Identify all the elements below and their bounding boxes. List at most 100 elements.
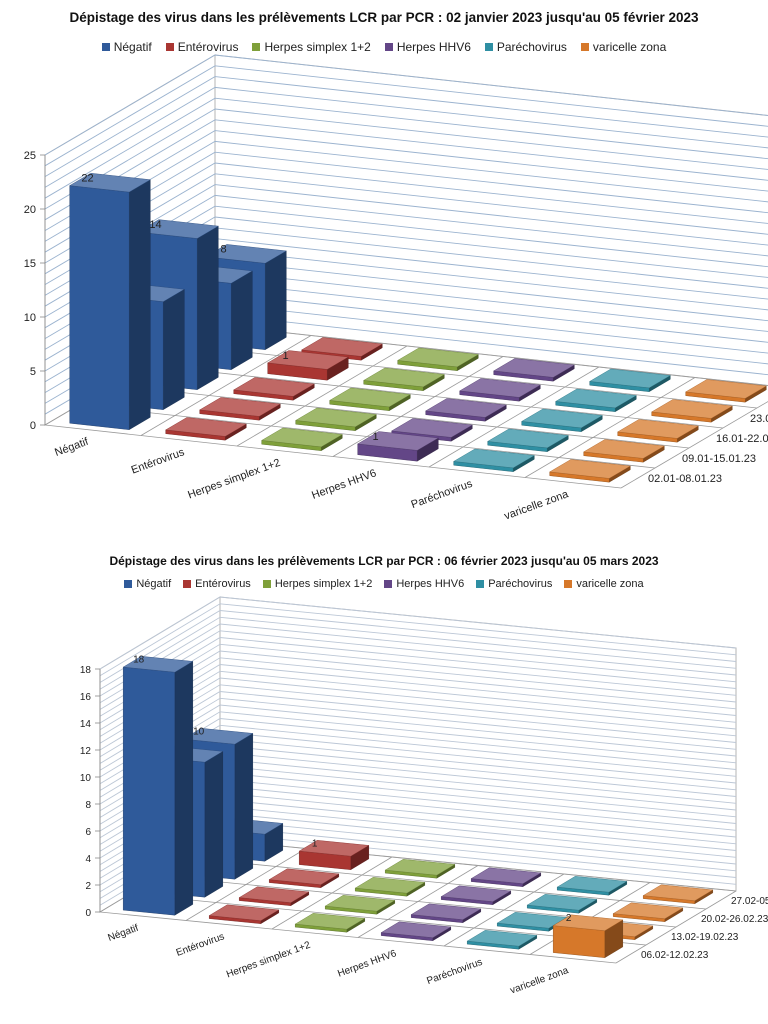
bar-varicelle-zona-2	[583, 439, 665, 463]
bar-top	[466, 930, 538, 947]
legend-item-herpes-simplex-1-2: Herpes simplex 1+2	[252, 40, 371, 54]
bar-top	[261, 427, 343, 448]
category-label: Entérovirus	[175, 931, 226, 959]
chart-1-title: Dépistage des virus dans les prélèvement…	[69, 10, 699, 25]
bar-top	[122, 656, 194, 673]
legend-swatch	[476, 580, 485, 588]
data-label: 2	[566, 913, 572, 924]
floor-line	[620, 401, 768, 489]
legend-swatch	[384, 43, 393, 51]
bar-parechovirus-4	[555, 388, 637, 413]
bar-varicelle-zona-3	[617, 419, 699, 443]
y-tick-label: 14	[80, 719, 92, 730]
floor-line	[443, 873, 565, 947]
bar-top	[549, 459, 631, 479]
bar-top	[651, 399, 733, 419]
bar-top	[137, 219, 219, 239]
bar-herpes-hhv6-3	[425, 398, 507, 422]
legend-item-herpes-hhv6: Herpes HHV6	[384, 578, 464, 590]
bar-top	[329, 387, 411, 408]
bar-top	[685, 379, 767, 399]
y-tick-label: 0	[85, 908, 91, 919]
legend-item-negatif: Négatif	[124, 578, 171, 590]
floor-line	[271, 856, 393, 930]
bar-front	[553, 925, 605, 958]
period-label: 20.02-26.02.23	[701, 914, 768, 925]
bar-top	[295, 407, 377, 428]
bar-herpes-hhv6-5	[493, 358, 575, 382]
floor-line	[357, 865, 479, 938]
bar-front	[122, 666, 176, 916]
legend-swatch	[262, 580, 271, 588]
y-tick-label: 10	[24, 312, 36, 324]
category-label: Paréchovirus	[425, 957, 484, 987]
bar-side	[174, 661, 194, 916]
category-label: Herpes simplex 1+2	[225, 940, 312, 981]
data-label: 18	[133, 655, 145, 666]
category-label: Négatif	[106, 923, 140, 944]
bar-top	[208, 904, 280, 921]
y-tick-label: 16	[80, 692, 92, 703]
legend-swatch	[564, 580, 573, 588]
chart-2-legend: Négatif Entérovirus Herpes simplex 1+2 Herp…	[0, 578, 768, 590]
legend-swatch	[124, 580, 133, 588]
legend-item-enterovirus: Entérovirus	[165, 40, 238, 54]
bar-top	[354, 877, 426, 894]
bar-enterovirus-3	[233, 377, 315, 401]
bar-top	[238, 886, 310, 903]
y-tick-label: 15	[24, 258, 36, 270]
category-label: varicelle zona	[503, 488, 571, 523]
legend-swatch	[252, 43, 261, 51]
bar-top	[425, 398, 507, 418]
legend-item-varicelle-zona: varicelle zona	[580, 40, 666, 54]
bar-herpes-hhv6-4	[459, 378, 541, 402]
bar-parechovirus-3	[521, 408, 603, 433]
bar-negatif-1: 18	[122, 655, 194, 916]
bar-top	[199, 397, 281, 417]
bar-top	[182, 728, 254, 745]
category-label: Herpes simplex 1+2	[186, 457, 282, 502]
legend-label: Paréchovirus	[488, 578, 553, 590]
bar-top	[526, 894, 598, 911]
gridline	[44, 65, 768, 167]
floor-line	[615, 890, 737, 964]
category-label: Négatif	[53, 435, 91, 459]
category-label: Herpes HHV6	[336, 948, 398, 980]
legend-item-parechovirus: Paréchovirus	[484, 40, 567, 54]
bar-top	[555, 388, 637, 409]
bar-top	[556, 876, 628, 893]
bar-enterovirus-4: 1	[298, 839, 370, 871]
bar-top	[298, 840, 370, 857]
y-tick-label: 6	[85, 827, 91, 838]
bar-herpes-simplex-1-2-4	[384, 859, 456, 879]
bar-enterovirus-3	[268, 868, 340, 889]
bar-varicelle-zona-5	[685, 379, 767, 403]
bar-varicelle-zona-4	[642, 884, 714, 905]
bar-top	[165, 417, 247, 437]
legend-swatch	[384, 580, 393, 588]
bar-top	[69, 172, 151, 193]
bar-varicelle-zona-3	[612, 902, 684, 923]
bar-parechovirus-2	[487, 428, 569, 453]
data-label: 10	[193, 727, 205, 738]
bar-top	[205, 244, 287, 264]
bar-side	[162, 288, 185, 411]
gridline	[44, 76, 768, 177]
bar-parechovirus-1	[466, 930, 538, 950]
bar-herpes-simplex-1-2-5	[397, 347, 479, 372]
legend-label: Herpes simplex 1+2	[264, 40, 371, 54]
legend-swatch	[165, 43, 174, 51]
bar-top	[521, 408, 603, 429]
legend-item-herpes-simplex-1-2: Herpes simplex 1+2	[262, 578, 372, 590]
legend-swatch	[580, 43, 589, 51]
period-label: 13.02-19.02.23	[671, 932, 739, 943]
bar-top	[268, 868, 340, 885]
bar-parechovirus-5	[589, 368, 671, 393]
bar-varicelle-zona-1: 2	[552, 913, 624, 959]
period-label: 02.01-08.01.23	[648, 473, 722, 485]
bar-herpes-simplex-1-2-4	[363, 367, 445, 392]
bar-parechovirus-1	[453, 448, 535, 473]
bar-herpes-hhv6-1	[380, 921, 452, 942]
y-tick-label: 18	[80, 665, 92, 676]
y-tick-label: 20	[24, 204, 36, 216]
